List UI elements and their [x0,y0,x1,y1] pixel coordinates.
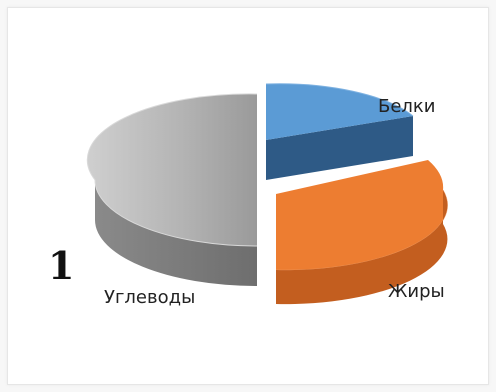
slice-label-белки: Белки [378,96,436,117]
slice-label-углеводы: Углеводы [104,287,195,308]
figure-number: 1 [48,243,74,288]
slice-label-жиры: Жиры [388,281,445,302]
pie-slice-белки [265,83,414,180]
pie-slice-жиры [275,160,448,305]
pie-slice-углеводы [86,93,258,286]
